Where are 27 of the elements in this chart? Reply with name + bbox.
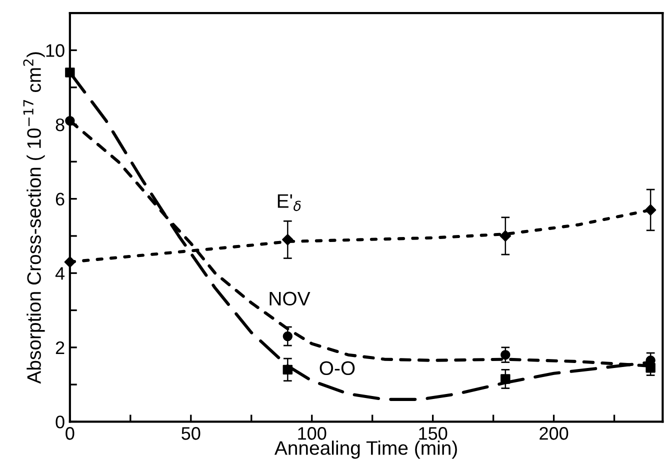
x-tick-label: 150	[419, 427, 448, 440]
y-tick-label: 0	[56, 416, 64, 428]
y-axis-title: Absorption Cross-section ( 10$^{−17}$ cm$^{2}$)	[23, 52, 45, 384]
point	[282, 234, 294, 246]
point	[65, 116, 75, 126]
series-label: NOV	[270, 292, 310, 306]
y-tick-label: 8	[56, 118, 64, 132]
point	[500, 350, 510, 360]
point	[282, 331, 293, 342]
y-tick-label: 10	[46, 44, 64, 57]
x-tick-label: 0	[66, 427, 74, 440]
series-label: E'$_{δ}$	[278, 194, 301, 212]
y-tick-label: 2	[56, 341, 64, 354]
y-tick-label: 4	[55, 267, 65, 280]
point	[500, 230, 512, 242]
series-label: O-O	[320, 361, 355, 376]
point	[644, 204, 656, 216]
y-tick-label: 6	[56, 192, 64, 206]
point	[500, 374, 510, 384]
point	[65, 68, 75, 78]
x-tick-label: 200	[540, 427, 568, 440]
point	[282, 364, 293, 375]
point	[646, 362, 656, 373]
x-tick-label: 100	[298, 427, 326, 440]
point	[64, 256, 76, 268]
x-axis-title: Annealing Time (min)	[274, 440, 457, 459]
x-tick-label: 50	[182, 427, 200, 440]
